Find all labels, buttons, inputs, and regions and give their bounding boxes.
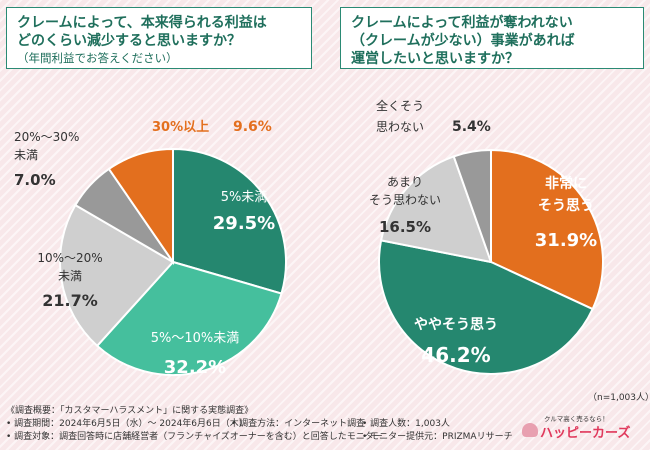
- survey-target: • 調査対象：調査回答時に店舗経営者（フランチャイズオーナーを含む）と回答したモ…: [6, 432, 383, 442]
- left-chart-title-line-2: どのくらい減少すると思いますか？: [17, 33, 241, 49]
- left-label-30pct-over: 30%以上: [152, 120, 209, 135]
- right-slice-1: [378, 239, 594, 375]
- left-label-10-20pct-line2: 未満: [58, 269, 82, 283]
- right-value-strongly-agree: 31.9%: [535, 230, 597, 251]
- left-slice-4: [107, 147, 174, 266]
- right-label-somewhat-agree: ややそう思う: [414, 317, 498, 333]
- right-label-strongly-agree-line1: 非常に: [545, 175, 587, 192]
- right-label-strongly-agree-line2: そう思う: [538, 198, 594, 214]
- right-chart-title-line-2: （クレームが少ない）事業があれば: [351, 33, 575, 49]
- left-label-5-10pct: 5%～10%未満: [151, 331, 240, 346]
- right-slice-3: [452, 148, 492, 263]
- left-label-10-20pct-line1: 10%～20%: [37, 251, 102, 265]
- left-value-30pct-over: 9.6%: [233, 119, 272, 135]
- car-icon: [522, 423, 538, 437]
- left-label-20-30pct-line1: 20%～30%: [14, 130, 79, 144]
- survey-method: • 調査方法：インターネット調査: [231, 419, 366, 429]
- right-label-not-much-line2: そう思わない: [369, 193, 441, 207]
- left-label-5pct-under: 5%未満: [221, 190, 268, 205]
- right-value-somewhat-agree: 46.2%: [421, 343, 490, 367]
- logo-name: ハッピーカーズ: [540, 426, 631, 441]
- survey-overview-heading: 《調査概要：「カスタマーハラスメント」に関する実態調査》: [6, 406, 254, 416]
- left-label-20-30pct-line2: 未満: [14, 148, 38, 162]
- left-chart-subtitle: （年間利益でお答えください）: [17, 51, 178, 65]
- left-slice-2: [59, 203, 175, 348]
- left-value-20-30pct: 7.0%: [14, 171, 56, 189]
- left-value-5pct-under: 29.5%: [213, 213, 275, 234]
- left-chart-title-line-1: クレームによって、本来得られる利益は: [17, 15, 267, 31]
- survey-respondents: • 調査人数：1,003人: [362, 419, 450, 429]
- right-label-not-much-line1: あまり: [387, 175, 423, 189]
- right-slice-0: [490, 148, 604, 311]
- left-chart-title-box: クレームによって、本来得られる利益は どのくらい減少すると思いますか？ （年間利…: [6, 7, 312, 69]
- logo-tagline: クルマ高く売るなら！: [544, 415, 609, 423]
- right-slice-2: [379, 155, 493, 264]
- left-slice-0: [172, 147, 287, 295]
- right-label-not-at-all-line2: 思わない: [376, 120, 424, 134]
- right-label-not-at-all-line1: 全くそう: [376, 98, 424, 113]
- right-value-not-at-all: 5.4%: [452, 119, 491, 135]
- survey-period: • 調査期間：2024年6月5日（水）～ 2024年6月6日（木）: [6, 419, 248, 429]
- left-slice-1: [95, 260, 283, 376]
- left-value-10-20pct: 21.7%: [42, 291, 98, 310]
- left-value-5-10pct: 32.2%: [164, 357, 226, 378]
- right-chart-title-box: クレームによって利益が奪われない （クレームが少ない）事業があれば 運営したいと…: [340, 7, 644, 69]
- right-chart-title-line-1: クレームによって利益が奪われない: [351, 15, 573, 31]
- sample-size-note: （n=1,003人）: [588, 393, 650, 403]
- happy-cars-logo: クルマ高く売るなら！ ハッピーカーズ: [522, 413, 642, 443]
- right-value-not-much: 16.5%: [379, 218, 431, 236]
- right-chart-title-line-3: 運営したいと思いますか？: [351, 51, 519, 67]
- survey-provider: • モニター提供元：PRIZMAリサーチ: [362, 432, 513, 442]
